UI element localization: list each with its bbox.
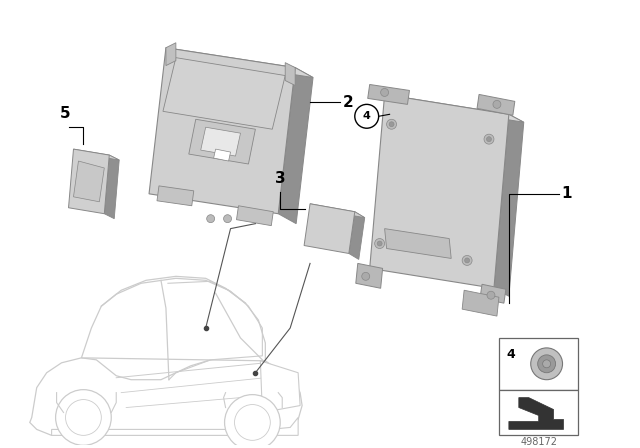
Polygon shape (237, 206, 273, 226)
Polygon shape (104, 155, 119, 219)
Polygon shape (149, 47, 295, 214)
Polygon shape (81, 276, 266, 361)
Polygon shape (166, 47, 313, 78)
Polygon shape (349, 212, 365, 259)
Circle shape (538, 355, 556, 373)
Polygon shape (385, 95, 524, 122)
Circle shape (56, 390, 111, 445)
Circle shape (531, 348, 563, 380)
Polygon shape (68, 149, 109, 214)
Circle shape (389, 122, 394, 127)
Text: 5: 5 (60, 106, 71, 121)
Circle shape (484, 134, 494, 144)
Polygon shape (189, 119, 255, 164)
Text: 4: 4 (507, 348, 516, 361)
Polygon shape (157, 186, 194, 206)
Polygon shape (370, 95, 509, 288)
Polygon shape (499, 338, 579, 390)
Text: 1: 1 (561, 186, 572, 201)
Polygon shape (385, 228, 451, 258)
Polygon shape (368, 85, 410, 104)
Polygon shape (260, 361, 300, 413)
Circle shape (493, 100, 501, 108)
Circle shape (207, 215, 214, 223)
Text: 498172: 498172 (520, 437, 557, 448)
Polygon shape (166, 43, 176, 65)
Polygon shape (52, 418, 298, 435)
Polygon shape (477, 95, 515, 115)
Circle shape (377, 241, 382, 246)
Text: 2: 2 (343, 95, 354, 110)
Circle shape (374, 238, 385, 249)
Polygon shape (499, 390, 579, 435)
Polygon shape (462, 290, 499, 316)
Circle shape (355, 104, 379, 128)
Polygon shape (278, 68, 313, 224)
Polygon shape (356, 263, 383, 288)
Circle shape (225, 395, 280, 448)
Circle shape (462, 255, 472, 265)
Polygon shape (214, 149, 230, 161)
Polygon shape (304, 204, 355, 254)
Polygon shape (74, 161, 104, 202)
Circle shape (487, 291, 495, 299)
Circle shape (223, 215, 232, 223)
Polygon shape (201, 127, 241, 156)
Circle shape (65, 400, 101, 435)
Polygon shape (285, 63, 295, 86)
Circle shape (543, 360, 550, 368)
Polygon shape (29, 356, 302, 437)
Text: 4: 4 (363, 111, 371, 121)
Polygon shape (509, 397, 564, 429)
Circle shape (381, 88, 388, 96)
Circle shape (387, 119, 397, 129)
Polygon shape (494, 114, 524, 296)
Circle shape (362, 272, 370, 280)
Circle shape (486, 137, 492, 142)
Polygon shape (480, 284, 506, 303)
Polygon shape (74, 149, 119, 160)
Polygon shape (163, 58, 285, 129)
Circle shape (234, 405, 270, 440)
Circle shape (465, 258, 470, 263)
Polygon shape (310, 204, 365, 218)
Text: 3: 3 (275, 171, 285, 186)
